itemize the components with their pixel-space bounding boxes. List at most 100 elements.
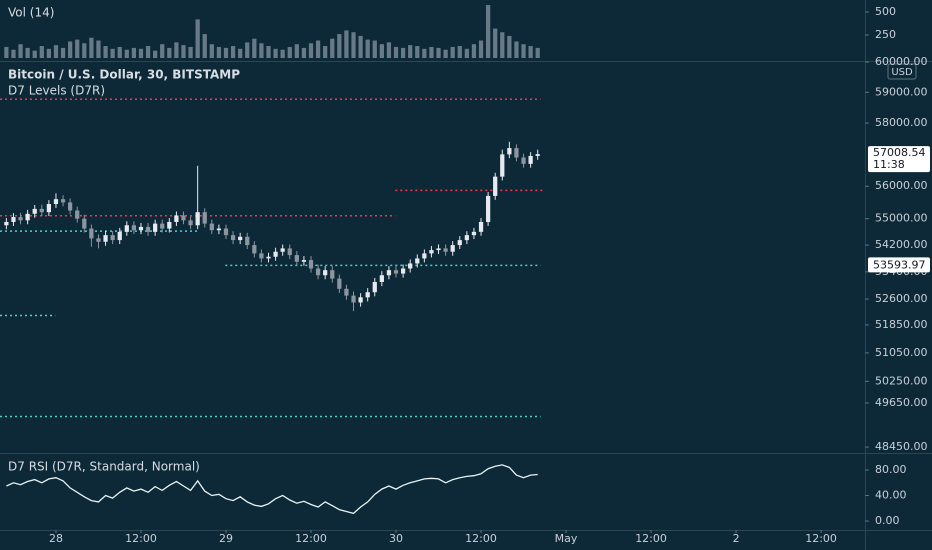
y-tick-label: 52600.00 (875, 292, 928, 305)
x-tick-label: 12:00 (465, 532, 497, 545)
indicator-title: D7 Levels (D7R) (8, 84, 105, 98)
price-title: Bitcoin / U.S. Dollar, 30, BITSTAMP (8, 68, 240, 82)
volume-bar (429, 46, 434, 58)
candle-body (89, 228, 94, 239)
volume-bar (75, 39, 80, 58)
candle-body (408, 263, 413, 269)
y-tick-label: 55000.00 (875, 212, 928, 225)
candle-body (188, 220, 193, 226)
x-tick-label: May (555, 532, 578, 545)
candle-body (138, 226, 144, 231)
candle-body (18, 217, 23, 221)
candle-body (422, 253, 427, 259)
candle-body (273, 251, 278, 257)
volume-bar (358, 35, 363, 58)
volume-bar (422, 48, 427, 58)
x-tick-label: 12:00 (635, 532, 667, 545)
candle-body (245, 236, 250, 246)
volume-bar (167, 47, 172, 58)
candle-body (4, 221, 9, 226)
volume-bar (528, 46, 533, 58)
candle-body (167, 221, 172, 229)
candle-body (415, 258, 420, 264)
volume-bar (259, 43, 264, 58)
candle-body (365, 292, 370, 298)
candle-body (117, 231, 122, 241)
volume-bar (32, 50, 37, 58)
y-tick-label: 250 (875, 28, 896, 41)
volume-bar (195, 19, 200, 58)
candle-body (252, 245, 257, 254)
volume-bar (82, 43, 87, 58)
candle-body (315, 268, 321, 276)
candle-body (46, 204, 52, 213)
rsi-line (6, 464, 538, 515)
volume-bar (4, 46, 9, 58)
candle-body (223, 228, 229, 236)
candle-body (344, 288, 349, 296)
volume-bar (131, 47, 137, 58)
candle-body (521, 157, 526, 164)
rsi-title: D7 RSI (D7R, Standard, Normal) (8, 460, 200, 474)
level-price-box (868, 257, 930, 273)
candle-body (160, 223, 165, 229)
candle-body (493, 176, 498, 196)
last-price-box (868, 146, 930, 173)
volume-bar (96, 40, 101, 58)
volume-bar (145, 46, 151, 58)
volume-bar (308, 43, 314, 58)
candle-body (11, 217, 16, 222)
candle-body (429, 250, 434, 254)
candle-body (535, 154, 540, 156)
volume-bar (153, 50, 158, 58)
volume-bar (386, 42, 392, 58)
x-tick-label: 12:00 (295, 532, 327, 545)
candle-body (53, 199, 59, 205)
x-tick-label: 30 (389, 532, 403, 545)
last-price: 57008.54 (873, 146, 926, 159)
volume-bar (60, 47, 66, 58)
candle-body (238, 236, 243, 241)
volume-bar (160, 44, 165, 58)
volume-bar (535, 47, 540, 58)
volume-bar (521, 44, 526, 58)
candle-body (294, 255, 299, 262)
volume-bar (301, 47, 307, 58)
volume-bar (39, 46, 44, 58)
volume-bar (89, 37, 94, 58)
candle-body (351, 295, 356, 303)
volume-title: Vol (14) (8, 6, 54, 20)
candle-body (514, 148, 519, 158)
candle-body (259, 253, 264, 259)
candle-body (464, 235, 469, 241)
volume-bar (365, 39, 370, 58)
volume-bar (315, 40, 321, 58)
candle-body (195, 212, 200, 226)
candle-body (358, 297, 363, 303)
currency[interactable]: USD (891, 67, 913, 78)
volume-bar (124, 49, 129, 58)
volume-bar (436, 47, 441, 58)
y-tick-label: 51050.00 (875, 346, 928, 359)
volume-bar (266, 46, 271, 58)
y-tick-label: 49650.00 (875, 396, 928, 409)
candle-body (337, 278, 342, 289)
volume-bar (393, 46, 399, 58)
x-tick-label: 12:00 (805, 532, 837, 545)
y-tick-label: 50250.00 (875, 374, 928, 387)
volume-bar (294, 44, 299, 58)
volume-bar (478, 40, 484, 58)
candle-body (174, 215, 179, 222)
y-tick-label: 58000.00 (875, 116, 928, 129)
candle-body (485, 195, 491, 222)
x-tick-label: 29 (219, 532, 233, 545)
volume-bar (287, 46, 292, 58)
candle-body (379, 275, 384, 283)
candle-body (500, 154, 505, 177)
candle-body (131, 225, 137, 231)
currency-box[interactable] (887, 63, 917, 80)
volume-bar (415, 46, 420, 58)
volume-bar (280, 49, 285, 58)
